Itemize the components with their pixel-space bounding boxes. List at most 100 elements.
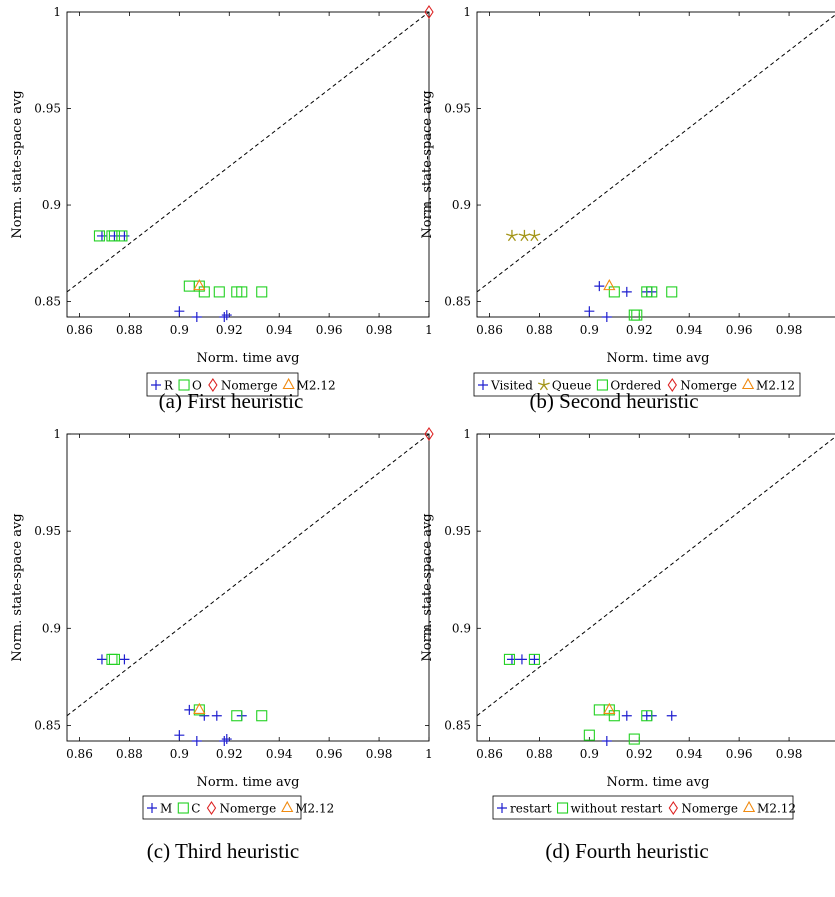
plot-area: [66, 433, 430, 742]
data-point: [628, 309, 640, 321]
data-point: [96, 230, 107, 241]
data-point: [666, 286, 678, 298]
legend-label: restart: [510, 802, 552, 816]
data-point: [191, 736, 202, 746]
data-point: [506, 654, 517, 665]
series-nomerge: [424, 5, 434, 19]
legend-label: Visited: [490, 379, 533, 393]
y-tick-label: 1: [53, 5, 61, 19]
data-point: [601, 312, 612, 322]
legend-marker: [206, 801, 217, 815]
legend-label: Nomerge: [221, 379, 278, 393]
legend: M C Nomerge M2.12: [142, 795, 334, 820]
y-axis-label: Norm. state-space avg: [420, 90, 435, 238]
x-tick-label: 0.92: [216, 747, 243, 761]
data-point: [236, 286, 248, 298]
data-point: [106, 653, 118, 665]
x-axis-label: Norm. time avg: [607, 351, 710, 366]
x-tick-label: 0.94: [676, 747, 703, 761]
legend-marker: [151, 380, 161, 390]
figure-caption: (c) Third heuristic: [147, 839, 299, 863]
data-point: [506, 229, 518, 242]
legend: restart without restart Nomerge M2.12: [492, 795, 796, 820]
legend-label: Nomerge: [681, 802, 738, 816]
data-point: [628, 733, 640, 745]
series-without-restart: [503, 653, 653, 745]
x-tick-label: 0.9: [170, 747, 189, 761]
data-point: [641, 710, 653, 722]
y-tick-label: 0.9: [42, 198, 61, 212]
x-tick-label: 0.98: [776, 323, 803, 337]
legend-label: M2.12: [295, 802, 334, 816]
x-tick-label: 0.96: [316, 747, 343, 761]
legend-marker: [177, 802, 189, 814]
data-point: [174, 306, 185, 317]
data-point: [213, 286, 225, 298]
x-axis-label: Norm. time avg: [197, 775, 300, 790]
x-tick-label: 0.94: [266, 323, 293, 337]
data-point: [221, 310, 232, 321]
x-tick-label: 0.86: [66, 747, 93, 761]
data-point: [646, 286, 658, 298]
data-point: [583, 729, 595, 741]
data-point: [198, 286, 210, 298]
legend: Visited Queue Ordered Nomerge M2.12: [473, 372, 801, 397]
y-tick-label: 0.95: [444, 102, 471, 116]
legend-label: O: [192, 379, 202, 393]
x-tick-label: 0.92: [626, 323, 653, 337]
series-queue: [506, 229, 541, 242]
data-point: [184, 704, 195, 715]
x-tick-label: 0.94: [266, 747, 293, 761]
y-tick-label: 0.85: [34, 718, 61, 732]
data-point: [256, 710, 268, 722]
x-tick-label: 1: [425, 323, 433, 337]
y-tick-label: 0.9: [452, 198, 471, 212]
x-axis-label: Norm. time avg: [197, 351, 300, 366]
data-point: [231, 710, 243, 722]
y-tick-label: 0.85: [444, 295, 471, 309]
data-point: [593, 704, 605, 716]
series-m: [96, 654, 247, 746]
chart-panel-2: 0.86 0.88 0.9 0.92 0.94 0.96 0.98 0.85 0.9 0.95 1 N…: [420, 5, 835, 413]
data-point: [116, 230, 128, 242]
data-point: [621, 286, 632, 297]
data-point: [603, 702, 616, 714]
series-nomerge: [424, 427, 434, 441]
legend-marker: [281, 800, 294, 813]
legend-label: M2.12: [756, 379, 795, 393]
data-point: [211, 710, 222, 721]
y-tick-label: 0.85: [444, 718, 471, 732]
series-m2-12: [193, 702, 206, 714]
series-m2-12: [603, 278, 616, 291]
legend-label: Nomerge: [680, 379, 737, 393]
legend-label: M: [160, 802, 172, 816]
legend-marker: [667, 378, 677, 392]
series-o: [93, 230, 268, 298]
diagonal-reference-line: [477, 436, 835, 717]
plot-area: [476, 11, 835, 318]
data-point: [256, 286, 268, 298]
x-tick-label: 0.92: [216, 323, 243, 337]
data-point: [603, 278, 616, 291]
diagonal-reference-line: [67, 11, 430, 293]
plot-area: [476, 433, 835, 742]
data-point: [96, 654, 107, 665]
data-point: [109, 230, 120, 241]
data-point: [108, 230, 120, 242]
y-tick-label: 0.95: [444, 524, 471, 538]
data-point: [621, 710, 632, 721]
x-tick-label: 0.98: [776, 747, 803, 761]
x-tick-label: 0.94: [676, 323, 703, 337]
data-point: [516, 654, 527, 665]
data-point: [601, 736, 612, 746]
data-point: [193, 278, 206, 291]
legend-marker: [742, 800, 756, 813]
x-tick-label: 0.86: [476, 323, 503, 337]
series-c: [106, 653, 268, 722]
x-tick-label: 0.88: [526, 747, 553, 761]
y-axis-label: Norm. state-space avg: [10, 90, 25, 238]
x-tick-label: 0.92: [626, 747, 653, 761]
y-axis-label: Norm. state-space avg: [10, 513, 25, 661]
y-tick-label: 0.9: [452, 621, 471, 635]
